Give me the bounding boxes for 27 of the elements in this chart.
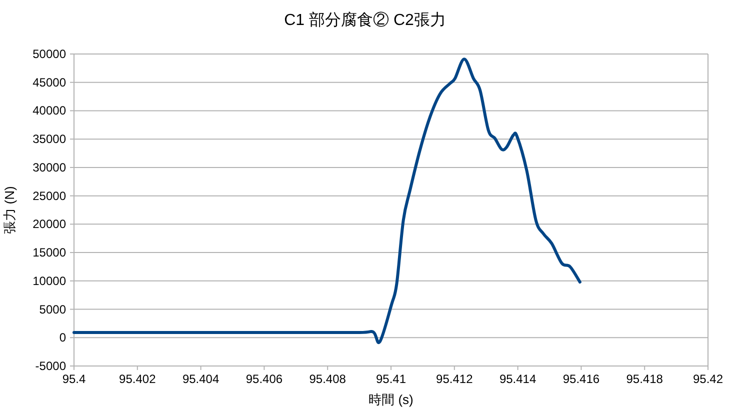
x-tick-label: 95.404 bbox=[182, 372, 220, 386]
y-tick-label: 25000 bbox=[32, 188, 66, 203]
y-tick-label: 5000 bbox=[39, 302, 66, 316]
y-tick-label: 0 bbox=[59, 330, 66, 345]
y-tick-label: -5000 bbox=[35, 359, 66, 373]
x-tick-label: 95.408 bbox=[309, 372, 346, 386]
y-axis-title: 張力 (N) bbox=[2, 186, 17, 234]
y-tick-label: 20000 bbox=[32, 217, 66, 232]
line-series bbox=[72, 58, 582, 344]
chart-title: C1 部分腐食② C2張力 bbox=[284, 11, 446, 29]
x-axis-title: 時間 (s) bbox=[368, 392, 414, 407]
x-tick-label: 95.402 bbox=[119, 372, 156, 386]
x-tick-label: 95.416 bbox=[562, 372, 600, 386]
y-tick-label: 30000 bbox=[32, 160, 66, 174]
y-tick-label: 15000 bbox=[32, 246, 66, 260]
x-tick-label: 95.412 bbox=[436, 372, 474, 386]
x-tick-label: 95.414 bbox=[499, 372, 536, 386]
y-tick-label: 35000 bbox=[32, 132, 66, 146]
x-tick-label: 95.418 bbox=[626, 372, 664, 386]
y-tick-label: 10000 bbox=[32, 274, 66, 288]
y-tick-label: 40000 bbox=[32, 104, 66, 118]
x-tick-label: 95.406 bbox=[246, 372, 283, 386]
x-tick-label: 95.42 bbox=[692, 372, 724, 386]
x-tick-label: 95.41 bbox=[376, 372, 406, 386]
x-tick-label: 95.4 bbox=[62, 372, 86, 386]
y-tick-label: 50000 bbox=[32, 47, 66, 61]
y-tick-label: 45000 bbox=[32, 75, 66, 90]
